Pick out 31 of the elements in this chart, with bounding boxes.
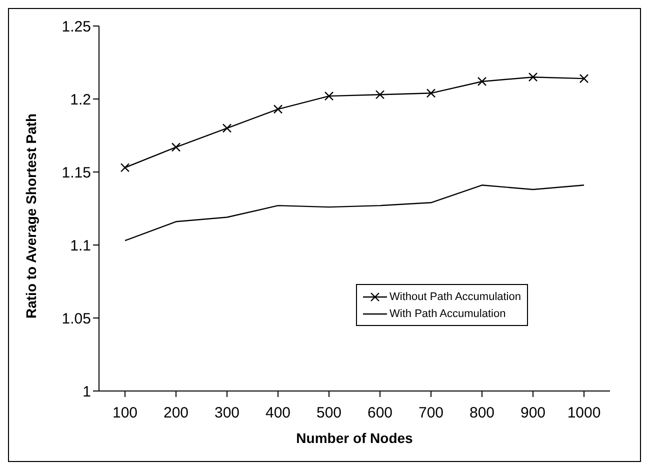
y-tick-label: 1.1 [70, 237, 91, 254]
y-axis-title: Ratio to Average Shortest Path [22, 113, 39, 318]
x-tick-label: 900 [520, 404, 546, 422]
x-tick-label: 300 [214, 404, 240, 422]
point [324, 91, 334, 101]
y-tick-label: 1.25 [62, 18, 91, 36]
y-tick-label: 1.2 [70, 91, 91, 108]
x-tick-label: 700 [418, 404, 444, 422]
x-axis-title: Number of Nodes [296, 430, 414, 446]
x-tick-label: 100 [112, 404, 138, 422]
legend-label: Without Path Accumulation [390, 290, 521, 302]
x-tick-label: 400 [265, 404, 291, 422]
point [477, 76, 487, 86]
x-tick-label: 600 [367, 404, 393, 422]
y-tick-label: 1.15 [62, 164, 91, 182]
x-tick-label: 1000 [567, 404, 601, 422]
point [426, 88, 436, 98]
line-series [124, 184, 585, 242]
point [375, 90, 385, 100]
x-tick-label: 500 [316, 404, 342, 422]
point [120, 163, 130, 172]
y-tick-label: 1 [82, 383, 91, 400]
x-tick-label: 200 [163, 404, 189, 422]
point [528, 72, 538, 82]
point [222, 124, 232, 133]
point [171, 142, 181, 152]
x-tick-label: 800 [469, 404, 495, 422]
y-tick-label: 1.05 [62, 310, 91, 328]
point [579, 74, 589, 84]
point [273, 104, 283, 114]
legend-label: With Path Accumulation [390, 308, 506, 320]
